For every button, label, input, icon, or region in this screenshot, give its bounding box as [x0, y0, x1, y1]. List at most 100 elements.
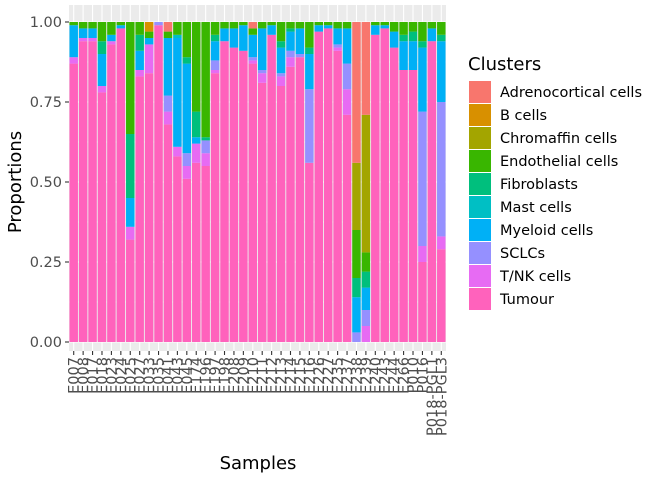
- bar-E023: [107, 22, 116, 343]
- bar-E041: [163, 22, 173, 343]
- bar-segment: [191, 111, 201, 138]
- bar-segment: [78, 28, 88, 38]
- bar-segment: [135, 22, 144, 35]
- bar-segment: [173, 34, 182, 38]
- bar-segment: [97, 86, 107, 93]
- bar-segment: [248, 57, 258, 61]
- bar-segment: [173, 146, 182, 157]
- bar-segment: [408, 41, 418, 70]
- bar-segment: [116, 25, 126, 29]
- bar-segment: [342, 114, 352, 342]
- bar-E209: [239, 22, 248, 343]
- bar-E035: [154, 22, 163, 342]
- bar-E033: [144, 22, 154, 342]
- x-tick-label: E239: [359, 357, 375, 394]
- bar-segment: [333, 44, 342, 48]
- bar-segment: [257, 73, 267, 83]
- legend-swatch: [469, 104, 491, 126]
- bar-segment: [126, 239, 135, 342]
- legend-swatch: [469, 265, 491, 287]
- bar-E007: [69, 22, 78, 342]
- bar-segment: [427, 22, 437, 29]
- legend-label: Mast cells: [500, 200, 572, 216]
- bar-segment: [257, 22, 267, 29]
- bar-segment: [314, 22, 324, 26]
- bar-segment: [173, 22, 182, 35]
- bar-segment: [361, 271, 371, 288]
- bar-segment: [276, 22, 286, 42]
- bar-E024: [116, 22, 126, 343]
- x-tick-label: E215: [293, 357, 309, 394]
- bar-E240: [371, 22, 380, 343]
- bar-segment: [173, 156, 182, 342]
- bar-E197: [210, 22, 220, 342]
- bar-segment: [342, 28, 352, 64]
- legend-label: Tumour: [499, 292, 554, 308]
- bar-segment: [295, 54, 305, 58]
- bar-segment: [389, 47, 399, 342]
- bar-segment: [144, 31, 154, 38]
- bar-segment: [267, 34, 276, 343]
- x-tick-label: E210: [246, 357, 262, 394]
- bar-segment: [239, 50, 248, 343]
- bar-segment: [276, 73, 286, 77]
- bar-segment: [97, 92, 107, 343]
- bar-P016: [418, 22, 427, 342]
- bar-segment: [144, 22, 154, 32]
- bar-segment: [126, 22, 135, 134]
- bar-segment: [144, 44, 154, 74]
- bar-segment: [276, 76, 286, 86]
- bar-segment: [229, 47, 239, 342]
- x-tick-label: E043: [170, 357, 186, 394]
- legend-label: Endothelial cells: [500, 154, 618, 170]
- bar-segment: [248, 34, 258, 58]
- bar-segment: [333, 28, 342, 45]
- bar-segment: [437, 22, 446, 35]
- bar-segment: [135, 76, 144, 343]
- x-tick-label: E237: [340, 357, 356, 394]
- bar-segment: [418, 246, 427, 262]
- y-axis: 0.00 0.25 0.50 0.75 1.00: [30, 15, 69, 351]
- bar-segment: [286, 66, 295, 343]
- bar-segment: [182, 63, 192, 154]
- bar-segment: [418, 22, 427, 42]
- bar-segment: [97, 54, 107, 86]
- bar-E238: [352, 22, 361, 342]
- legend-label: SCLCs: [500, 246, 545, 262]
- x-axis-title: Samples: [220, 453, 297, 474]
- bar-segment: [201, 140, 210, 154]
- bar-segment: [191, 22, 201, 112]
- bar-segment: [163, 95, 173, 112]
- bar-segment: [191, 143, 201, 163]
- bar-E043: [173, 22, 182, 342]
- bar-E216: [305, 22, 314, 342]
- y-axis-title: Proportions: [5, 131, 26, 233]
- bar-segment: [352, 22, 361, 163]
- legend-swatch: [469, 150, 491, 172]
- bar-segment: [399, 70, 408, 342]
- bar-segment: [69, 63, 78, 342]
- bar-segment: [210, 70, 220, 74]
- x-tick-label: E017: [86, 357, 102, 394]
- x-tick-label: P018-PGL1: [425, 357, 441, 436]
- bar-segment: [182, 57, 192, 64]
- bar-segment: [88, 38, 97, 42]
- bar-segment: [163, 22, 173, 32]
- bar-E237: [342, 22, 352, 342]
- bar-segment: [333, 47, 342, 51]
- bar-segment: [305, 89, 314, 163]
- legend-label: T/NK cells: [499, 269, 571, 285]
- bar-segment: [361, 326, 371, 342]
- bar-segment: [286, 28, 295, 32]
- bar-segment: [352, 278, 361, 298]
- bar-segment: [135, 34, 144, 51]
- x-tick-label: E174: [189, 357, 205, 394]
- bar-segment: [163, 124, 173, 343]
- bar-segment: [220, 28, 229, 42]
- bar-segment: [126, 198, 135, 227]
- bar-segment: [78, 38, 88, 42]
- x-tick-label: E041: [161, 357, 177, 394]
- legend-label: B cells: [500, 108, 547, 124]
- bar-segment: [210, 60, 220, 70]
